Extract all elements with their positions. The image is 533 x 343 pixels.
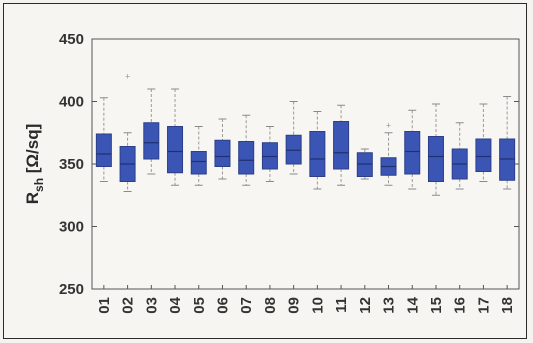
x-tick-label: 09 <box>286 297 303 314</box>
y-axis-label-subscript: sh <box>32 178 46 192</box>
x-tick-label: 03 <box>143 297 160 314</box>
box-body <box>143 122 160 160</box>
y-tick-label: 400 <box>59 94 84 111</box>
box-body <box>285 134 302 165</box>
y-tick-label: 250 <box>59 281 84 298</box>
x-tick-label: 10 <box>309 297 326 314</box>
box-13: + <box>380 120 397 186</box>
box-body <box>214 139 231 167</box>
x-tick-label: 08 <box>262 297 279 314</box>
outlier-mark: + <box>125 72 130 82</box>
outlier-mark: + <box>386 120 391 130</box>
x-tick-label: 04 <box>167 296 184 313</box>
box-series: ++ <box>95 72 516 196</box>
x-tick-label: 06 <box>214 297 231 314</box>
box-body <box>404 131 421 175</box>
y-axis: 250 300 350 400 450 <box>59 31 519 298</box>
y-tick-label: 450 <box>59 31 84 48</box>
box-06 <box>214 118 231 180</box>
box-body <box>427 136 444 182</box>
box-08 <box>261 126 278 182</box>
box-01 <box>95 97 112 182</box>
box-body <box>309 131 326 177</box>
box-body <box>261 142 278 170</box>
box-18 <box>499 96 516 190</box>
y-tick-label: 350 <box>59 156 84 173</box>
box-12 <box>356 148 373 180</box>
box-02: + <box>119 72 136 192</box>
box-03 <box>143 88 160 175</box>
box-10 <box>309 111 326 190</box>
box-11 <box>333 104 350 186</box>
x-axis: 01 02 03 04 05 06 07 08 09 10 11 12 13 14 15 16 17 18 <box>96 285 516 314</box>
box-15 <box>427 103 444 196</box>
x-tick-label: 11 <box>333 297 350 313</box>
x-tick-label: 05 <box>191 297 208 314</box>
box-body <box>190 151 207 175</box>
box-body <box>499 138 516 181</box>
box-body <box>356 152 373 177</box>
x-tick-label: 12 <box>357 297 374 314</box>
box-04 <box>167 88 184 186</box>
x-tick-label: 01 <box>96 297 113 314</box>
y-axis-label-main: R <box>23 192 42 204</box>
box-body <box>333 121 350 170</box>
plot-area <box>91 38 520 290</box>
box-16 <box>451 122 468 190</box>
box-body <box>95 133 112 167</box>
x-tick-label: 15 <box>428 297 445 314</box>
box-14 <box>404 109 421 190</box>
x-tick-label: 02 <box>120 297 137 314</box>
box-body <box>475 138 492 172</box>
y-tick-label: 300 <box>59 219 84 236</box>
x-tick-label: 16 <box>452 297 469 314</box>
box-body <box>238 141 255 175</box>
box-05 <box>190 126 207 186</box>
x-tick-label: 17 <box>475 297 492 314</box>
x-tick-label: 13 <box>381 297 398 314</box>
x-tick-label: 18 <box>499 297 516 314</box>
box-17 <box>475 103 492 182</box>
box-body <box>167 126 184 174</box>
x-tick-label: 14 <box>404 296 421 313</box>
y-axis-label-unit: [Ω/sq] <box>23 124 42 178</box>
y-axis-label: Rsh [Ω/sq] <box>23 124 46 205</box>
box-07 <box>238 114 255 186</box>
x-tick-label: 07 <box>238 297 255 314</box>
box-09 <box>285 101 302 175</box>
